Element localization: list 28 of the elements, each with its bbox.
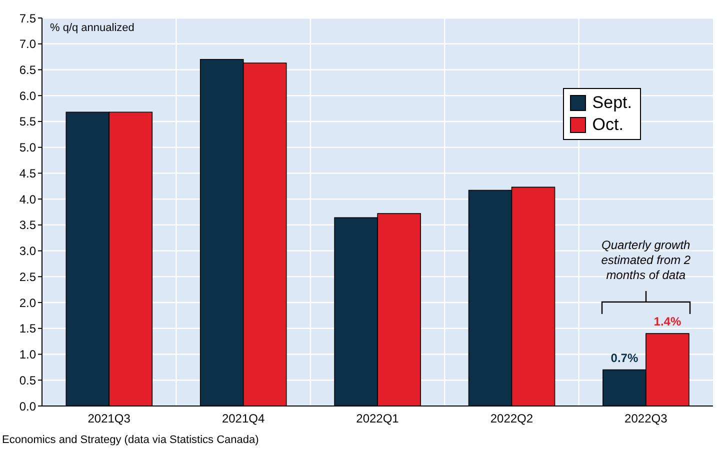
data-label: 1.4% — [654, 314, 682, 329]
x-tick-label: 2022Q1 — [356, 412, 400, 426]
y-tick-label: 7.0 — [19, 37, 36, 52]
data-label: 0.7% — [610, 350, 638, 365]
x-tick-label: 2021Q4 — [222, 412, 265, 426]
x-tick-label: 2022Q2 — [490, 412, 534, 426]
y-tick-label: 4.5 — [19, 166, 36, 180]
y-tick-label: 0.5 — [19, 373, 36, 388]
y-tick-label: 1.0 — [19, 348, 36, 362]
y-tick-label: 2.0 — [19, 296, 36, 310]
legend-label: Sept. — [591, 92, 632, 114]
y-tick-label: 4.0 — [19, 192, 36, 206]
y-axis-title: % q/q annualized — [50, 22, 134, 34]
y-tick-label: 6.0 — [19, 88, 36, 103]
text: Economics and Strategy (data via Statistics Canada) — [2, 434, 259, 446]
y-tick-label: 0.0 — [19, 399, 36, 414]
y-tick-label: 3.5 — [19, 218, 36, 232]
y-tick-label: 5.0 — [19, 140, 36, 155]
y-tick-label: 1.5 — [19, 322, 36, 336]
y-tick-label: 7.5 — [19, 11, 36, 26]
annotation: Quarterly growth estimated from 2 months of data — [600, 238, 692, 283]
y-tick-label: 5.5 — [19, 114, 36, 129]
y-tick-label: 2.5 — [19, 270, 36, 284]
x-tick-label: 2022Q3 — [624, 412, 668, 426]
y-tick-label: 3.0 — [19, 244, 36, 258]
x-tick-label: 2021Q3 — [88, 412, 131, 426]
y-tick-label: 6.5 — [19, 62, 36, 77]
legend-label: Oct. — [591, 114, 624, 136]
